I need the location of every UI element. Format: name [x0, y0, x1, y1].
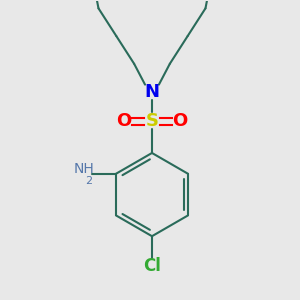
Text: O: O [117, 112, 132, 130]
Text: 2: 2 [85, 176, 92, 186]
Text: S: S [146, 112, 158, 130]
Text: N: N [145, 82, 160, 100]
Text: Cl: Cl [143, 257, 161, 275]
Text: O: O [172, 112, 187, 130]
Text: NH: NH [74, 162, 94, 176]
